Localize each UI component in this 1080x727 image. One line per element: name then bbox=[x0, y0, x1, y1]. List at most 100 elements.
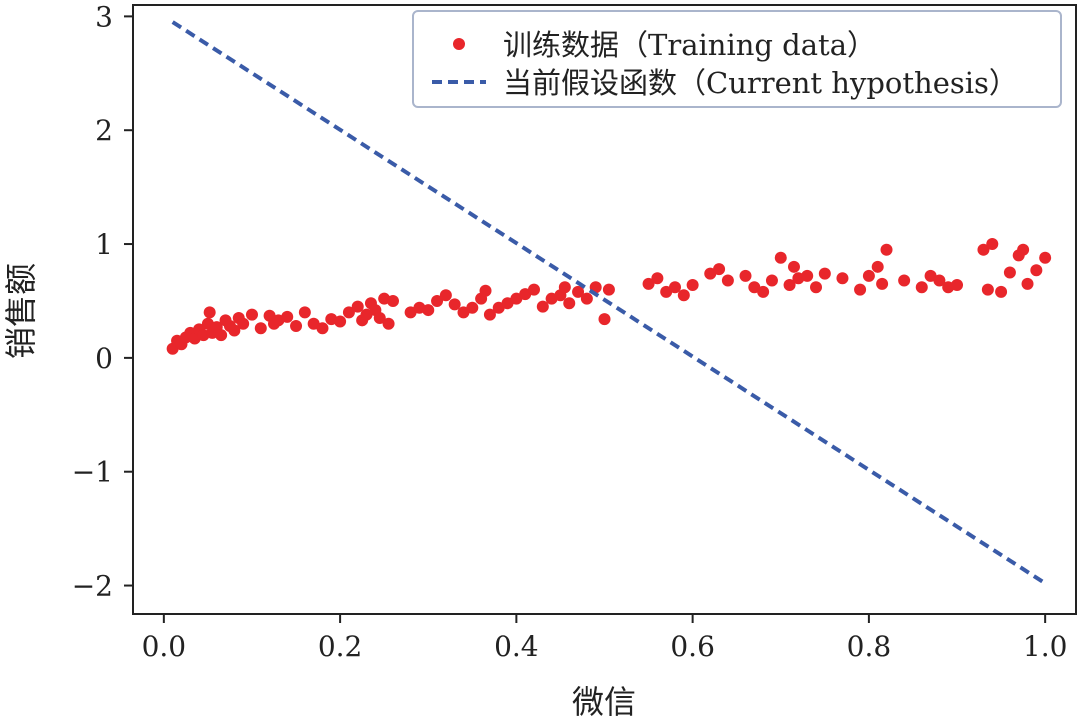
x-tick-label: 0.8 bbox=[847, 630, 892, 663]
data-point bbox=[316, 322, 329, 335]
data-point bbox=[660, 285, 673, 298]
x-tick-label: 0.2 bbox=[318, 630, 363, 663]
data-point bbox=[466, 301, 479, 314]
plot-area bbox=[132, 4, 1077, 615]
data-point bbox=[580, 292, 593, 305]
data-point bbox=[721, 274, 734, 287]
y-tick-label: 0 bbox=[95, 342, 113, 375]
data-point bbox=[801, 269, 814, 282]
data-point bbox=[739, 269, 752, 282]
data-point bbox=[871, 260, 884, 273]
x-tick-label: 0.6 bbox=[670, 630, 715, 663]
data-point bbox=[765, 274, 778, 287]
data-point bbox=[651, 272, 664, 285]
data-point bbox=[787, 260, 800, 273]
data-point bbox=[669, 281, 682, 294]
y-axis-ticks: −2 −1 0 1 2 3 bbox=[72, 0, 133, 603]
axes-frame bbox=[132, 4, 1077, 615]
data-point bbox=[686, 279, 699, 292]
data-point bbox=[598, 313, 611, 326]
y-tick-label: 2 bbox=[95, 114, 113, 147]
data-point bbox=[431, 294, 444, 307]
data-point bbox=[977, 243, 990, 256]
data-point bbox=[254, 322, 267, 335]
data-point bbox=[642, 277, 655, 290]
data-point bbox=[563, 297, 576, 310]
data-point bbox=[558, 281, 571, 294]
data-point bbox=[536, 300, 549, 313]
x-axis-label: 微信 bbox=[572, 683, 636, 721]
data-point bbox=[1039, 251, 1052, 264]
data-point bbox=[448, 298, 461, 311]
hypothesis-line bbox=[171, 20, 1047, 585]
data-point bbox=[245, 308, 258, 321]
data-point bbox=[422, 304, 435, 317]
data-point bbox=[933, 274, 946, 287]
data-point bbox=[1021, 277, 1034, 290]
data-point bbox=[351, 300, 364, 313]
legend-label-current-hypothesis: 当前假设函数（Current hypothesis） bbox=[503, 66, 1018, 100]
data-point bbox=[810, 281, 823, 294]
data-point bbox=[986, 238, 999, 251]
data-point bbox=[1017, 243, 1030, 256]
data-point bbox=[492, 301, 505, 314]
x-tick-label: 0.0 bbox=[142, 630, 187, 663]
data-point bbox=[783, 279, 796, 292]
data-point bbox=[818, 267, 831, 280]
data-point bbox=[510, 292, 523, 305]
data-point bbox=[307, 317, 320, 330]
data-point bbox=[342, 306, 355, 319]
y-tick-label: −2 bbox=[72, 570, 113, 603]
y-tick-label: 3 bbox=[95, 0, 113, 33]
data-point bbox=[404, 306, 417, 319]
y-axis-label: 销售额 bbox=[2, 263, 40, 359]
data-point bbox=[228, 324, 241, 337]
data-point bbox=[704, 267, 717, 280]
data-point bbox=[876, 277, 889, 290]
data-point bbox=[501, 297, 514, 310]
x-tick-label: 0.4 bbox=[494, 630, 539, 663]
data-point bbox=[527, 283, 540, 296]
data-point bbox=[862, 269, 875, 282]
data-point bbox=[898, 274, 911, 287]
data-point bbox=[836, 272, 849, 285]
legend: 训练数据（Training data） 当前假设函数（Current hypot… bbox=[412, 10, 1062, 108]
data-point bbox=[757, 285, 770, 298]
legend-box bbox=[412, 10, 1062, 108]
data-point bbox=[677, 289, 690, 302]
data-point bbox=[924, 269, 937, 282]
data-point bbox=[386, 294, 399, 307]
data-point bbox=[360, 308, 373, 321]
y-tick-label: 1 bbox=[95, 228, 113, 261]
data-point bbox=[1030, 264, 1043, 277]
data-point bbox=[995, 285, 1008, 298]
data-point bbox=[382, 317, 395, 330]
data-point bbox=[1003, 266, 1016, 279]
scatter-series bbox=[166, 238, 1052, 355]
data-point bbox=[880, 243, 893, 256]
data-point bbox=[774, 251, 787, 264]
data-point bbox=[290, 320, 303, 333]
data-point bbox=[951, 279, 964, 292]
data-point bbox=[479, 284, 492, 297]
data-point bbox=[237, 317, 250, 330]
data-point bbox=[602, 283, 615, 296]
x-axis-ticks: 0.0 0.2 0.4 0.6 0.8 1.0 bbox=[142, 614, 1068, 663]
data-point bbox=[981, 283, 994, 296]
x-tick-label: 1.0 bbox=[1023, 630, 1068, 663]
data-point bbox=[439, 289, 452, 302]
data-point bbox=[203, 306, 216, 319]
data-point bbox=[748, 281, 761, 294]
data-point bbox=[373, 312, 386, 325]
data-point bbox=[334, 315, 347, 328]
y-tick-label: −1 bbox=[72, 456, 113, 489]
data-point bbox=[483, 308, 496, 321]
line-series bbox=[171, 20, 1047, 585]
data-point bbox=[713, 263, 726, 276]
data-point bbox=[215, 329, 228, 342]
legend-label-training-data: 训练数据（Training data） bbox=[503, 28, 876, 62]
legend-scatter-marker bbox=[453, 38, 465, 50]
data-point bbox=[457, 306, 470, 319]
data-point bbox=[519, 288, 532, 301]
